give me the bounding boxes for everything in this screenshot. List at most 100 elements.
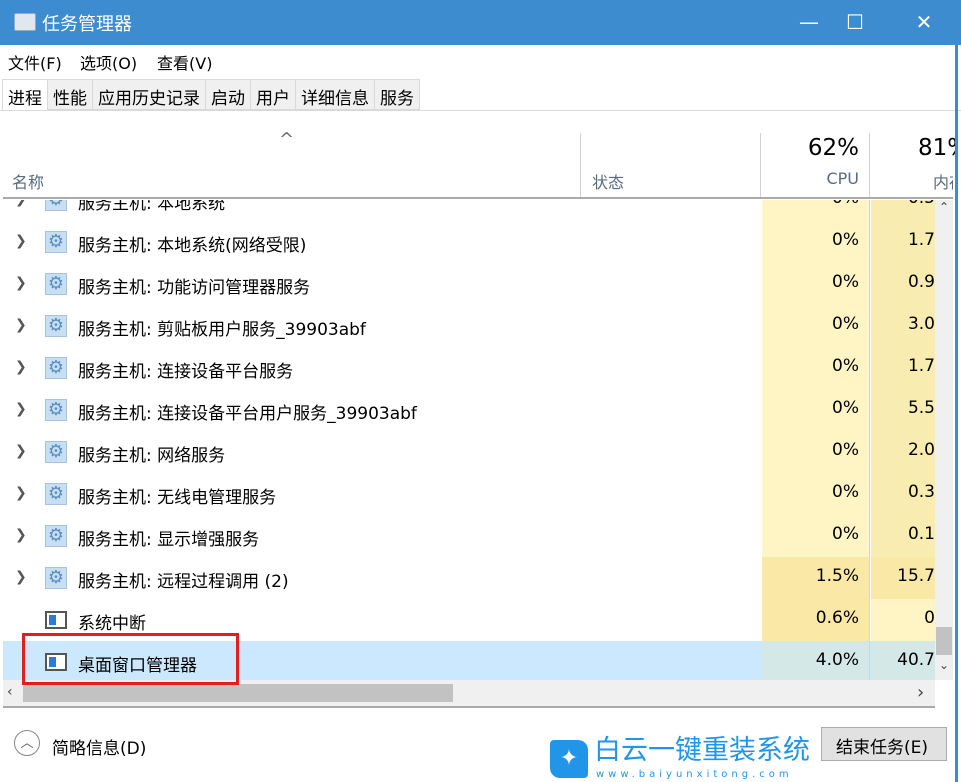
tab-divider xyxy=(0,110,961,111)
column-header: ^ 名称 状态 62% CPU 81% 内存 xyxy=(3,111,958,199)
cpu-cell: 0% xyxy=(762,473,870,515)
column-status[interactable]: 状态 xyxy=(592,173,625,192)
process-name: 服务主机: 本地系统 xyxy=(78,200,226,214)
process-row[interactable]: ❯ ⚙ 服务主机: 功能访问管理器服务 0% 0.9 xyxy=(3,263,935,305)
title-bar: 任务管理器 — ☐ ✕ xyxy=(0,0,961,45)
memory-cell: 0.1 xyxy=(871,515,935,557)
minimize-button[interactable]: — xyxy=(799,10,819,34)
tab-details[interactable]: 详细信息 xyxy=(296,79,375,110)
process-row[interactable]: ❯ ⚙ 服务主机: 剪贴板用户服务_39903abf 0% 3.0 xyxy=(3,305,935,347)
process-name: 桌面窗口管理器 xyxy=(78,656,197,676)
scroll-up-icon[interactable]: ⌃ xyxy=(939,200,950,214)
gear-icon: ⚙ xyxy=(45,357,67,379)
window-icon xyxy=(45,653,67,671)
expand-chevron-icon[interactable]: ❯ xyxy=(15,569,27,585)
memory-total: 81% xyxy=(918,135,958,161)
cpu-cell: 0.6% xyxy=(762,599,870,641)
scroll-thumb-horizontal[interactable] xyxy=(23,684,453,702)
memory-cell: 0.9 xyxy=(871,263,935,305)
tab-bar: 进程 性能 应用历史记录 启动 用户 详细信息 服务 xyxy=(2,79,420,111)
column-name[interactable]: 名称 xyxy=(12,173,45,192)
scroll-down-icon[interactable]: ⌄ xyxy=(939,658,950,672)
tab-services[interactable]: 服务 xyxy=(375,79,420,110)
vertical-scrollbar[interactable]: ⌃ ⌄ xyxy=(935,200,953,680)
process-name: 服务主机: 远程过程调用 (2) xyxy=(78,572,289,592)
process-row[interactable]: 桌面窗口管理器 4.0% 40.7 xyxy=(3,641,935,680)
process-row[interactable]: ❯ ⚙ 服务主机: 网络服务 0% 2.0 xyxy=(3,431,935,473)
process-name: 服务主机: 连接设备平台服务 xyxy=(78,362,294,382)
cpu-cell: 0% xyxy=(762,263,870,305)
memory-cell: 0.3 xyxy=(871,473,935,515)
process-row[interactable]: ❯ ⚙ 服务主机: 显示增强服务 0% 0.1 xyxy=(3,515,935,557)
process-row[interactable]: ❯ ⚙ 服务主机: 连接设备平台用户服务_39903abf 0% 5.5 xyxy=(3,389,935,431)
tab-processes[interactable]: 进程 xyxy=(2,79,48,111)
process-name: 系统中断 xyxy=(78,614,146,634)
cpu-cell: 0% xyxy=(762,515,870,557)
scroll-right-icon[interactable]: › xyxy=(917,682,925,703)
expand-chevron-icon[interactable]: ❯ xyxy=(15,401,27,417)
menu-file[interactable]: 文件(F) xyxy=(8,54,62,73)
gear-icon: ⚙ xyxy=(45,200,67,211)
fewer-details-link[interactable]: 简略信息(D) xyxy=(52,739,147,759)
sort-arrow-icon[interactable]: ^ xyxy=(279,129,295,150)
gear-icon: ⚙ xyxy=(45,315,67,337)
gear-icon: ⚙ xyxy=(45,273,67,295)
memory-cell: 1.7 xyxy=(871,221,935,263)
process-row[interactable]: ❯ ⚙ 服务主机: 连接设备平台服务 0% 1.7 xyxy=(3,347,935,389)
cpu-cell: 0% xyxy=(762,305,870,347)
cpu-total: 62% xyxy=(807,135,859,161)
memory-cell: 15.7 xyxy=(871,557,935,599)
expand-chevron-icon[interactable]: ❯ xyxy=(15,317,27,333)
tab-startup[interactable]: 启动 xyxy=(206,79,251,110)
process-row[interactable]: ❯ ⚙ 服务主机: 本地系统(网络受限) 0% 1.7 xyxy=(3,221,935,263)
close-button[interactable]: ✕ xyxy=(915,10,933,34)
process-row[interactable]: ❯ ⚙ 服务主机: 远程过程调用 (2) 1.5% 15.7 xyxy=(3,557,935,599)
process-list: ❯ ⚙ 服务主机: 本地系统 0% 0.5❯⚙服务主机: 本地系统(网络受限)0%1.7… xyxy=(3,200,935,680)
gear-icon: ⚙ xyxy=(45,525,67,547)
menu-view[interactable]: 查看(V) xyxy=(157,54,213,73)
expand-chevron-icon[interactable]: ❯ xyxy=(15,485,27,501)
expand-chevron-icon[interactable]: ❯ xyxy=(15,359,27,375)
expand-chevron-icon[interactable]: ❯ xyxy=(15,527,27,543)
scroll-left-icon[interactable]: ‹ xyxy=(7,684,13,700)
tab-app-history[interactable]: 应用历史记录 xyxy=(93,79,206,110)
gear-icon: ⚙ xyxy=(45,399,67,421)
watermark-name: 白云一键重装系统 xyxy=(594,735,810,766)
window-title: 任务管理器 xyxy=(42,14,132,35)
process-name: 服务主机: 剪贴板用户服务_39903abf xyxy=(78,320,366,340)
process-name: 服务主机: 功能访问管理器服务 xyxy=(78,278,311,298)
cpu-cell: 0% xyxy=(762,431,870,473)
maximize-button[interactable]: ☐ xyxy=(846,10,864,34)
bird-logo-icon: ✦ xyxy=(550,740,588,778)
column-cpu[interactable]: CPU xyxy=(826,169,859,188)
memory-cell: 5.5 xyxy=(871,389,935,431)
scroll-thumb[interactable] xyxy=(936,627,952,655)
collapse-icon[interactable]: ︿ xyxy=(14,730,40,756)
gear-icon: ⚙ xyxy=(45,441,67,463)
process-row[interactable]: 系统中断 0.6% 0 xyxy=(3,599,935,641)
end-task-button[interactable]: 结束任务(E) xyxy=(821,727,947,761)
menu-options[interactable]: 选项(O) xyxy=(80,54,138,73)
tab-performance[interactable]: 性能 xyxy=(48,79,93,110)
memory-cell: 3.0 xyxy=(871,305,935,347)
column-memory[interactable]: 内存 xyxy=(933,173,953,192)
expand-chevron-icon[interactable]: ❯ xyxy=(15,200,27,207)
process-name: 服务主机: 连接设备平台用户服务_39903abf xyxy=(78,404,417,424)
cpu-cell: 0% xyxy=(762,389,870,431)
process-row[interactable]: ❯ ⚙ 服务主机: 无线电管理服务 0% 0.3 xyxy=(3,473,935,515)
memory-cell: 0.5 xyxy=(871,200,935,221)
memory-cell: 2.0 xyxy=(871,431,935,473)
task-manager-icon xyxy=(14,13,36,31)
highlight-box xyxy=(22,633,239,685)
process-row[interactable]: ❯ ⚙ 服务主机: 本地系统 0%0.5 xyxy=(3,200,935,221)
expand-chevron-icon[interactable]: ❯ xyxy=(15,275,27,291)
process-name: 服务主机: 无线电管理服务 xyxy=(78,488,277,508)
expand-chevron-icon[interactable]: ❯ xyxy=(15,233,27,249)
cpu-cell: 4.0% xyxy=(762,641,870,680)
memory-cell: 0 xyxy=(871,599,935,641)
column-separator xyxy=(580,133,581,197)
window-icon xyxy=(45,611,67,629)
expand-chevron-icon[interactable]: ❯ xyxy=(15,443,27,459)
tab-users[interactable]: 用户 xyxy=(251,79,296,110)
cpu-cell: 1.5% xyxy=(762,557,870,599)
